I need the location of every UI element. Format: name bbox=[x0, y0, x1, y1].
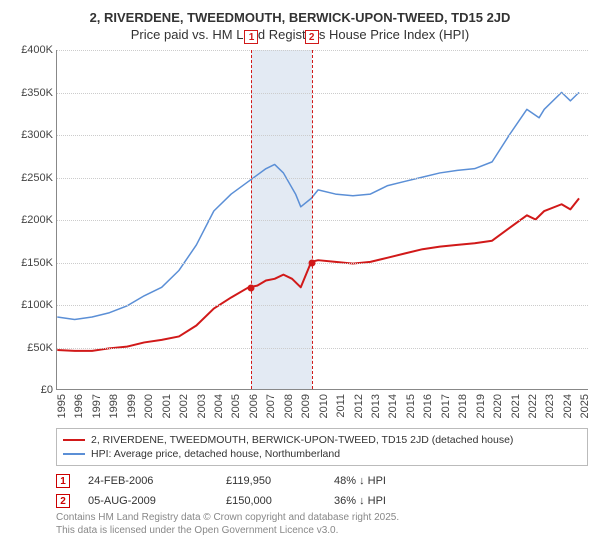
gridline-h bbox=[57, 305, 588, 306]
y-tick-label: £200K bbox=[9, 214, 53, 226]
x-tick-label: 2009 bbox=[300, 394, 312, 418]
x-tick-label: 2015 bbox=[405, 394, 417, 418]
sale-vline bbox=[312, 50, 313, 389]
x-tick-label: 2002 bbox=[178, 394, 190, 418]
sales-row-marker: 1 bbox=[56, 474, 70, 488]
gridline-h bbox=[57, 263, 588, 264]
x-tick-label: 1999 bbox=[126, 394, 138, 418]
attribution-line-1: Contains HM Land Registry data © Crown c… bbox=[56, 512, 588, 525]
x-tick-label: 2011 bbox=[335, 394, 347, 418]
x-tick-label: 2004 bbox=[213, 394, 225, 418]
y-tick-label: £350K bbox=[9, 87, 53, 99]
gridline-h bbox=[57, 178, 588, 179]
sales-row-date: 05-AUG-2009 bbox=[88, 495, 208, 507]
x-tick-label: 1997 bbox=[91, 394, 103, 418]
x-tick-label: 2018 bbox=[457, 394, 469, 418]
y-tick-label: £150K bbox=[9, 257, 53, 269]
sales-row-price: £150,000 bbox=[226, 495, 316, 507]
x-tick-label: 1995 bbox=[56, 394, 68, 418]
x-tick-label: 2006 bbox=[248, 394, 260, 418]
x-tick-label: 2019 bbox=[475, 394, 487, 418]
y-tick-label: £0 bbox=[9, 384, 53, 396]
attribution: Contains HM Land Registry data © Crown c… bbox=[56, 512, 588, 537]
legend-label: HPI: Average price, detached house, Nort… bbox=[91, 448, 340, 460]
x-tick-label: 2024 bbox=[562, 394, 574, 418]
x-tick-label: 2013 bbox=[370, 394, 382, 418]
x-tick-label: 1996 bbox=[73, 394, 85, 418]
sales-row-pct: 48% ↓ HPI bbox=[334, 475, 444, 487]
sale-marker-box: 1 bbox=[244, 30, 258, 44]
chart-container: 2, RIVERDENE, TWEEDMOUTH, BERWICK-UPON-T… bbox=[0, 0, 600, 543]
x-tick-label: 2005 bbox=[230, 394, 242, 418]
legend-label: 2, RIVERDENE, TWEEDMOUTH, BERWICK-UPON-T… bbox=[91, 434, 513, 446]
y-tick-label: £250K bbox=[9, 172, 53, 184]
y-tick-label: £300K bbox=[9, 129, 53, 141]
x-tick-label: 2022 bbox=[527, 394, 539, 418]
gridline-h bbox=[57, 93, 588, 94]
legend-swatch bbox=[63, 453, 85, 455]
sale-dot bbox=[308, 259, 315, 266]
sale-dot bbox=[248, 285, 255, 292]
x-tick-label: 2008 bbox=[283, 394, 295, 418]
legend-item: 2, RIVERDENE, TWEEDMOUTH, BERWICK-UPON-T… bbox=[63, 433, 581, 447]
x-tick-label: 2021 bbox=[510, 394, 522, 418]
x-tick-label: 1998 bbox=[108, 394, 120, 418]
attribution-line-2: This data is licensed under the Open Gov… bbox=[56, 525, 588, 538]
sale-marker-box: 2 bbox=[305, 30, 319, 44]
sales-table: 1 24-FEB-2006 £119,950 48% ↓ HPI 2 05-AUG-200… bbox=[56, 472, 588, 512]
legend: 2, RIVERDENE, TWEEDMOUTH, BERWICK-UPON-T… bbox=[56, 428, 588, 466]
sale-vline bbox=[251, 50, 252, 389]
legend-swatch bbox=[63, 439, 85, 441]
x-tick-label: 2014 bbox=[387, 394, 399, 418]
x-tick-label: 2016 bbox=[422, 394, 434, 418]
sales-row-marker: 2 bbox=[56, 494, 70, 508]
gridline-h bbox=[57, 135, 588, 136]
gridline-h bbox=[57, 50, 588, 51]
sales-row-price: £119,950 bbox=[226, 475, 316, 487]
legend-item: HPI: Average price, detached house, Nort… bbox=[63, 447, 581, 461]
x-tick-label: 2000 bbox=[143, 394, 155, 418]
chart-title-address: 2, RIVERDENE, TWEEDMOUTH, BERWICK-UPON-T… bbox=[12, 10, 588, 25]
x-axis-ticks: 1995 1996 1997 1998 1999 2000 2001 2002 2003 2004… bbox=[56, 390, 588, 420]
x-tick-label: 2012 bbox=[353, 394, 365, 418]
sales-row-pct: 36% ↓ HPI bbox=[334, 495, 444, 507]
x-tick-label: 2020 bbox=[492, 394, 504, 418]
y-tick-label: £50K bbox=[9, 342, 53, 354]
x-tick-label: 2010 bbox=[318, 394, 330, 418]
plot-area: £0£50K£100K£150K£200K£250K£300K£350K£400… bbox=[56, 50, 588, 390]
gridline-h bbox=[57, 348, 588, 349]
x-tick-label: 2003 bbox=[196, 394, 208, 418]
x-tick-label: 2007 bbox=[265, 394, 277, 418]
series-line-price_paid bbox=[57, 198, 579, 351]
chart-title-description: Price paid vs. HM Land Registry's House … bbox=[12, 27, 588, 42]
y-tick-label: £100K bbox=[9, 299, 53, 311]
sales-row: 2 05-AUG-2009 £150,000 36% ↓ HPI bbox=[56, 492, 588, 512]
x-tick-label: 2017 bbox=[440, 394, 452, 418]
y-tick-label: £400K bbox=[9, 44, 53, 56]
series-line-hpi bbox=[57, 92, 579, 319]
x-tick-label: 2025 bbox=[579, 394, 591, 418]
x-tick-label: 2001 bbox=[161, 394, 173, 418]
sales-row-date: 24-FEB-2006 bbox=[88, 475, 208, 487]
sales-row: 1 24-FEB-2006 £119,950 48% ↓ HPI bbox=[56, 472, 588, 492]
gridline-h bbox=[57, 220, 588, 221]
x-tick-label: 2023 bbox=[544, 394, 556, 418]
